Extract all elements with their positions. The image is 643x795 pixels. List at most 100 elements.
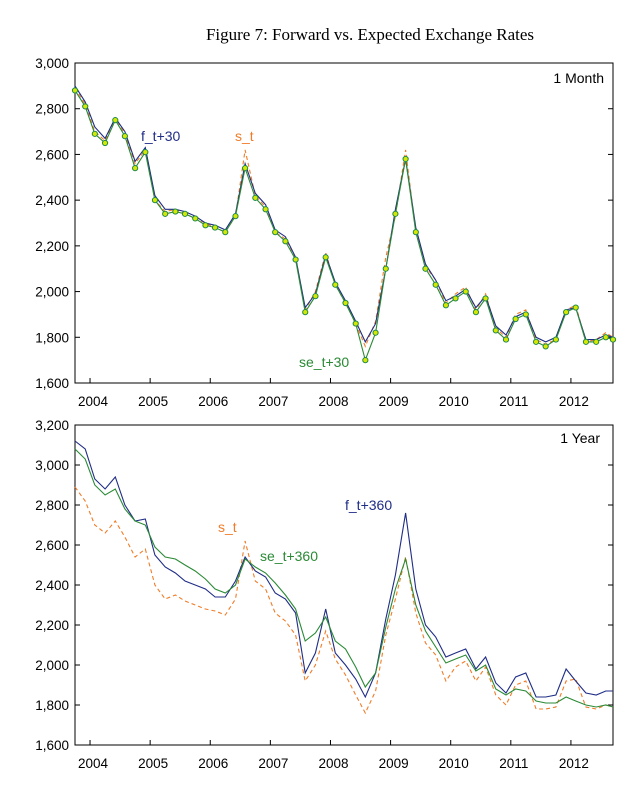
x-tick-label: 2011 bbox=[499, 756, 528, 771]
data-point bbox=[492, 327, 499, 334]
data-point bbox=[101, 139, 109, 147]
data-point bbox=[322, 254, 329, 261]
x-tick-label: 2007 bbox=[258, 394, 288, 409]
y-tick-label: 1,800 bbox=[35, 698, 69, 713]
chart-1-year: 1,600 1,800 2,000 2,200 2,400 2,600 2,800 3,000… bbox=[35, 418, 614, 771]
x-tick-label: 2004 bbox=[78, 394, 109, 409]
series-line-s-t bbox=[74, 87, 614, 348]
data-point bbox=[262, 206, 269, 213]
data-point bbox=[442, 302, 449, 309]
y-tick-label: 2,400 bbox=[35, 578, 69, 593]
data-point bbox=[282, 238, 289, 245]
data-point bbox=[593, 338, 600, 345]
x-tick-label: 2005 bbox=[138, 756, 168, 771]
data-point bbox=[302, 309, 309, 316]
x-tick-label: 2012 bbox=[559, 756, 589, 771]
data-point bbox=[392, 210, 399, 217]
data-point bbox=[71, 87, 79, 94]
data-point bbox=[222, 229, 229, 236]
data-point bbox=[332, 281, 339, 288]
data-point bbox=[252, 194, 259, 201]
x-tick-label: 2010 bbox=[439, 394, 469, 409]
data-point bbox=[372, 329, 379, 336]
figure-title: Figure 7: Forward vs. Expected Exchange … bbox=[206, 25, 534, 44]
data-point bbox=[542, 343, 549, 350]
data-point bbox=[172, 208, 179, 215]
data-point bbox=[121, 133, 128, 140]
data-point bbox=[132, 165, 139, 172]
data-point bbox=[202, 222, 209, 229]
data-point bbox=[602, 334, 609, 341]
data-point bbox=[552, 336, 559, 343]
data-point bbox=[452, 295, 459, 302]
data-point bbox=[402, 155, 409, 163]
y-tick-label: 2,800 bbox=[35, 102, 69, 117]
data-point bbox=[512, 315, 519, 323]
x-tick-label: 2009 bbox=[379, 394, 409, 409]
data-point bbox=[362, 357, 369, 364]
data-point bbox=[412, 229, 419, 236]
data-point bbox=[242, 165, 249, 172]
data-point bbox=[432, 281, 439, 288]
data-point bbox=[522, 311, 529, 318]
x-tick-label: 2008 bbox=[318, 394, 348, 409]
data-point bbox=[502, 336, 510, 343]
x-tick-label: 2008 bbox=[318, 756, 348, 771]
y-tick-label: 2,000 bbox=[35, 658, 69, 673]
y-tick-label: 3,200 bbox=[35, 418, 69, 433]
data-point bbox=[82, 103, 89, 110]
data-point bbox=[232, 213, 239, 220]
x-tick-label: 2010 bbox=[439, 756, 469, 771]
data-point bbox=[211, 224, 219, 231]
data-point bbox=[142, 149, 149, 156]
data-point bbox=[312, 293, 319, 300]
y-tick-label: 3,000 bbox=[35, 56, 69, 71]
y-tick-label: 2,600 bbox=[35, 147, 69, 162]
data-point bbox=[151, 197, 159, 204]
series-annotation: se_t+360 bbox=[260, 548, 318, 564]
data-point bbox=[112, 117, 119, 124]
x-tick-label: 2009 bbox=[379, 756, 409, 771]
series-annotation: f_t+30 bbox=[141, 128, 181, 144]
data-point bbox=[181, 210, 189, 217]
data-point bbox=[382, 265, 389, 272]
data-point bbox=[422, 265, 429, 272]
y-tick-label: 2,200 bbox=[35, 618, 69, 633]
data-point bbox=[342, 299, 349, 307]
y-tick-label: 1,600 bbox=[35, 738, 69, 753]
x-tick-label: 2006 bbox=[198, 756, 228, 771]
panel-label: 1 Month bbox=[553, 70, 604, 86]
y-tick-label: 2,600 bbox=[35, 538, 69, 553]
y-tick-label: 1,600 bbox=[35, 376, 69, 391]
data-point bbox=[292, 256, 299, 263]
plot-frame bbox=[74, 62, 614, 384]
series-annotation: s_t bbox=[235, 128, 254, 144]
y-tick-label: 3,000 bbox=[35, 458, 69, 473]
data-point bbox=[482, 295, 489, 302]
x-tick-label: 2006 bbox=[198, 394, 228, 409]
y-tick-label: 2,000 bbox=[35, 285, 69, 300]
data-point bbox=[472, 309, 480, 316]
x-tick-label: 2007 bbox=[258, 756, 288, 771]
data-point bbox=[162, 210, 169, 217]
x-tick-label: 2004 bbox=[78, 756, 109, 771]
series-line-s-t bbox=[74, 486, 614, 715]
y-tick-label: 2,200 bbox=[35, 239, 69, 254]
panel-label: 1 Year bbox=[560, 430, 600, 446]
chart-1-month: 1,600 1,800 2,000 2,200 2,400 2,600 2,800 3,000… bbox=[35, 56, 617, 409]
data-point bbox=[563, 309, 570, 316]
data-point bbox=[532, 338, 540, 345]
data-point bbox=[352, 320, 359, 327]
x-tick-label: 2005 bbox=[138, 394, 168, 409]
data-point bbox=[582, 338, 590, 345]
series-annotation: s_t bbox=[218, 519, 237, 535]
y-tick-label: 2,400 bbox=[35, 193, 69, 208]
y-tick-label: 2,800 bbox=[35, 498, 69, 513]
series-annotation: se_t+30 bbox=[299, 354, 349, 370]
data-point bbox=[272, 229, 279, 236]
y-tick-label: 1,800 bbox=[35, 330, 69, 345]
data-point bbox=[91, 130, 98, 137]
data-point bbox=[462, 288, 469, 295]
series-line-se-t-360 bbox=[74, 448, 614, 708]
